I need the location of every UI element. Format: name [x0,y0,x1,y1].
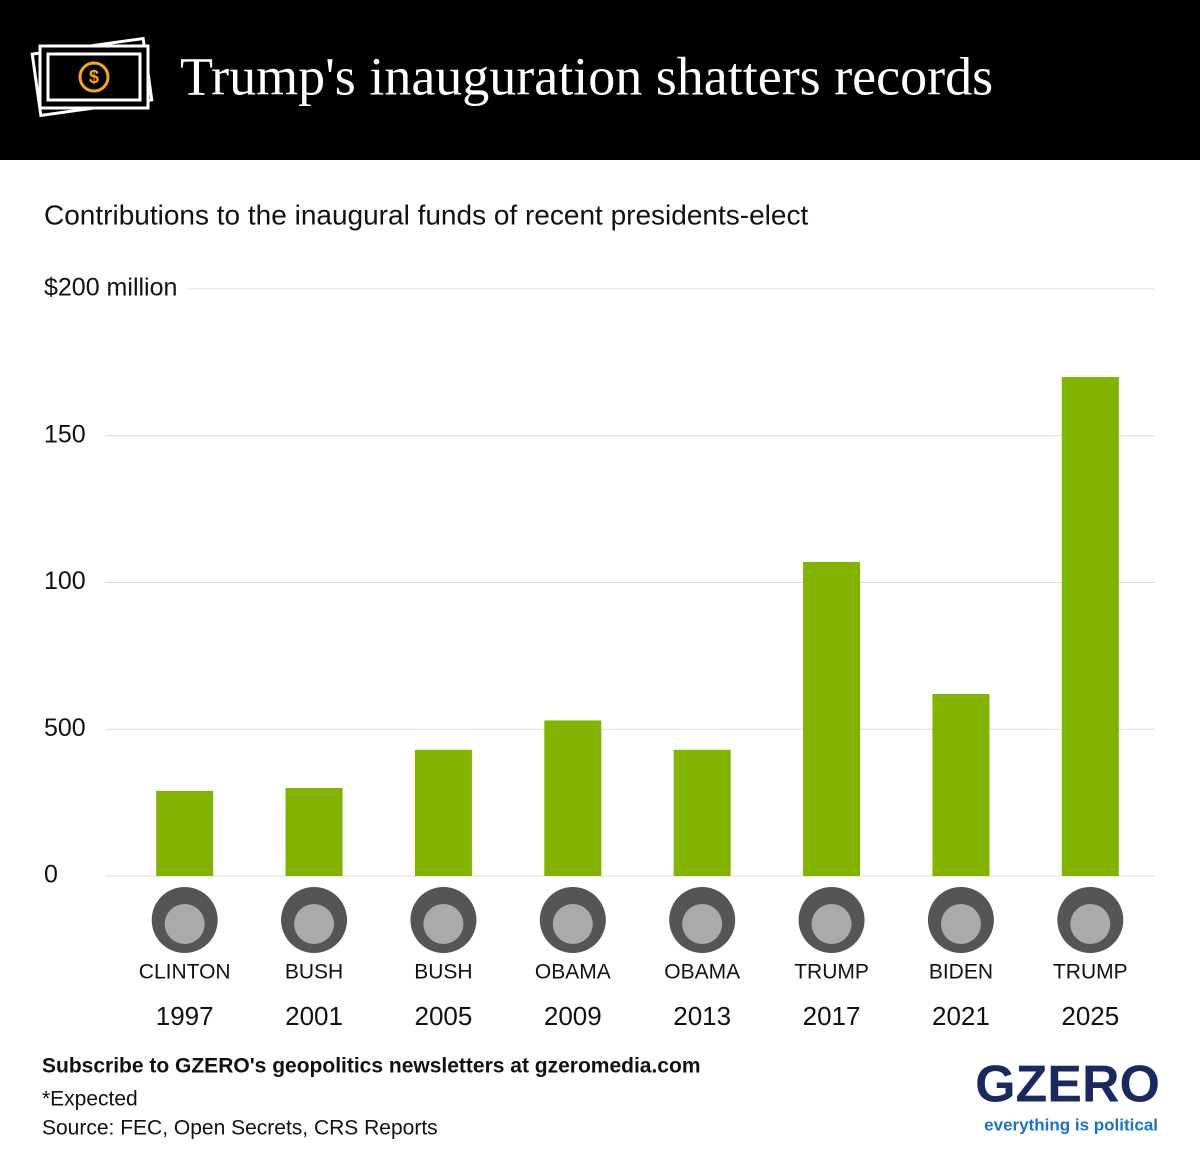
y-tick-label: 150 [44,420,86,448]
president-name: BIDEN [929,961,993,984]
president-name: CLINTON [139,961,231,984]
chart-subtitle: Contributions to the inaugural funds of … [44,199,808,230]
logo: GZERO [975,1056,1160,1114]
subscribe-line: Subscribe to GZERO's geopolitics newslet… [42,1055,701,1078]
x-tick-label: 2005 [415,1001,473,1031]
portrait-face [811,904,852,944]
portrait-face [552,904,593,944]
portrait-face [682,904,723,944]
x-tick-label: 2013 [673,1001,731,1031]
x-tick-label: 2001 [285,1001,343,1031]
x-tick-label: 2017 [803,1001,861,1031]
president-name: BUSH [285,961,343,984]
footnote: *Expected [42,1088,138,1111]
tagline: everything is political [984,1115,1158,1134]
bar [803,561,861,876]
x-tick-label: 2025 [1061,1001,1119,1031]
y-tick-label: 500 [44,714,86,742]
president-name: TRUMP [794,961,869,984]
portrait-face [294,904,335,944]
president-name: OBAMA [664,961,740,984]
y-tick-label: $200 million [44,274,177,302]
x-tick-label: 1997 [156,1001,214,1031]
bar [673,749,731,876]
president-name: BUSH [414,961,472,984]
bar [414,749,472,876]
bar [544,720,602,876]
portrait-face [1070,904,1111,944]
president-name: TRUMP [1053,961,1128,984]
bar [932,694,990,876]
y-tick-label: 100 [44,567,86,595]
president-name: OBAMA [535,961,611,984]
svg-text:$: $ [89,67,99,87]
x-tick-label: 2009 [544,1001,602,1031]
portrait-face [940,904,981,944]
bar [1061,377,1119,876]
bar [285,787,343,876]
chart-title: Trump's inauguration shatters records [180,46,993,106]
header-band [0,0,1200,160]
bar [156,790,214,876]
money-icon: $ [30,36,154,118]
source: Source: FEC, Open Secrets, CRS Reports [42,1117,438,1140]
y-tick-label: 0 [44,861,58,889]
portrait-face [423,904,464,944]
portrait-face [164,904,205,944]
x-tick-label: 2021 [932,1001,990,1031]
